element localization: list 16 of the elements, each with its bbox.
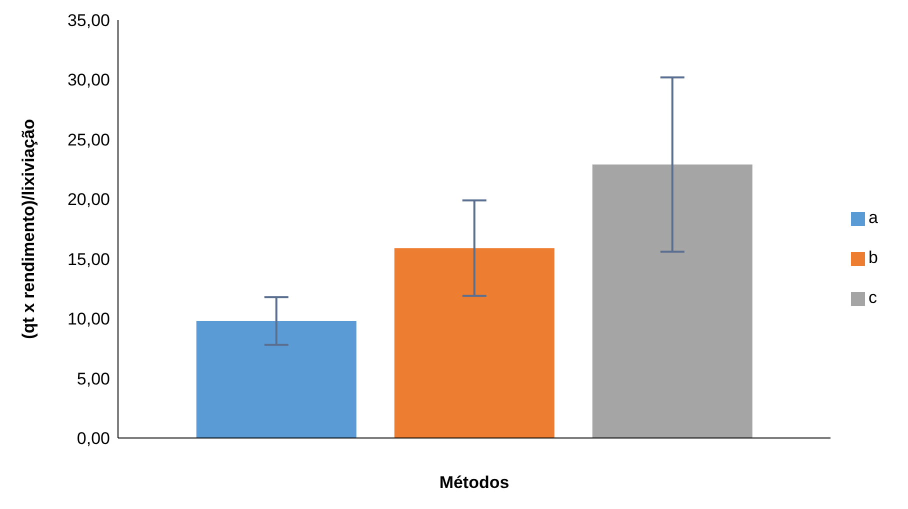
x-axis-title: Métodos bbox=[439, 473, 510, 492]
y-axis-title: (qt x rendimento)/lixiviação bbox=[19, 118, 38, 340]
legend-label: c bbox=[868, 288, 878, 307]
legend-label: a bbox=[868, 208, 878, 227]
y-tick-label: 5,00 bbox=[76, 369, 110, 388]
legend-label: b bbox=[868, 248, 878, 267]
bar bbox=[394, 248, 554, 438]
y-tick-label: 15,00 bbox=[67, 250, 110, 269]
y-tick-label: 10,00 bbox=[67, 310, 110, 329]
y-tick-label: 0,00 bbox=[76, 429, 110, 448]
y-tick-label: 30,00 bbox=[67, 70, 110, 90]
y-tick-label: 20,00 bbox=[67, 190, 110, 210]
y-tick-label: 25,00 bbox=[67, 130, 110, 150]
bar bbox=[592, 164, 752, 438]
bar bbox=[196, 320, 356, 438]
y-tick-label: 35,00 bbox=[67, 11, 110, 30]
